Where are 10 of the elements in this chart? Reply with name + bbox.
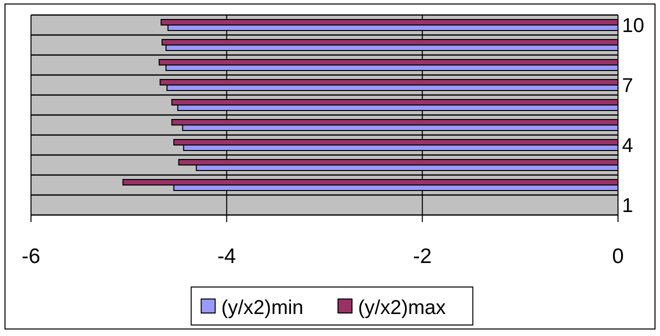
y-tick-label: 1: [622, 195, 634, 217]
x-tick-label: 0: [612, 245, 624, 268]
y-tick-label: 4: [622, 135, 634, 157]
y-tick-label: 7: [622, 75, 634, 97]
x-tick-label: -2: [412, 245, 432, 268]
x-tick-label: -4: [217, 245, 236, 268]
y-tick-label: 10: [622, 15, 644, 37]
legend-label: (y/x2)max: [358, 297, 446, 319]
legend-label: (y/x2)min: [221, 297, 304, 319]
x-tick-label: -6: [22, 245, 40, 268]
